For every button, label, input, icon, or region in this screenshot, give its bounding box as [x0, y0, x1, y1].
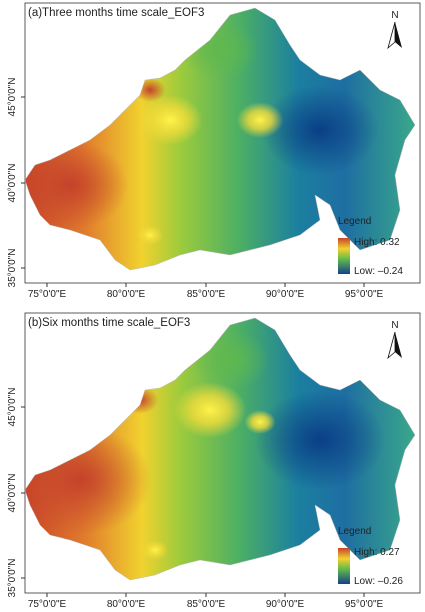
legend-low: Low: –0.24	[354, 266, 403, 277]
y-tick-label: 45°0'0"N	[7, 388, 18, 427]
region-outline	[24, 317, 416, 581]
x-tick-label: 95°0'0"E	[345, 599, 384, 610]
shade	[255, 390, 385, 490]
y-tick-label: 40°0'0"N	[7, 164, 18, 203]
x-tick-label: 75°0'0"E	[28, 599, 67, 610]
legend-low: Low: –0.26	[354, 576, 403, 587]
x-tick-label: 80°0'0"E	[107, 599, 146, 610]
x-tick-label: 80°0'0"E	[107, 289, 146, 300]
x-tick-label: 90°0'0"E	[266, 599, 305, 610]
x-tick-label: 90°0'0"E	[266, 289, 305, 300]
y-tick-label: 35°0'0"N	[7, 559, 18, 598]
shade	[173, 382, 247, 438]
y-tick-label: 35°0'0"N	[7, 249, 18, 288]
map-panel: (b)Six months time scale_EOF3 N Legend High…	[7, 312, 421, 610]
y-tick-label: 40°0'0"N	[7, 474, 18, 513]
north-label: N	[391, 10, 398, 21]
north-arrow	[387, 331, 396, 360]
north-arrow	[395, 22, 402, 48]
x-tick-label: 85°0'0"E	[187, 599, 226, 610]
shade	[236, 102, 284, 138]
legend-title: Legend	[338, 216, 371, 227]
panel-title: (a)Three months time scale_EOF3	[28, 7, 204, 19]
y-tick-label: 45°0'0"N	[7, 78, 18, 117]
shade	[142, 540, 168, 560]
north-arrow	[387, 21, 396, 50]
shade	[137, 225, 163, 245]
north-label: N	[391, 320, 398, 331]
legend-title: Legend	[338, 526, 371, 537]
x-tick-label: 95°0'0"E	[345, 289, 384, 300]
legend-high: High: 0.27	[354, 547, 400, 558]
map-panel: (a)Three months time scale_EOF3 N Legend Hi…	[7, 2, 421, 300]
north-arrow	[395, 332, 402, 358]
shade	[261, 85, 379, 175]
x-tick-label: 75°0'0"E	[28, 289, 67, 300]
panel-title: (b)Six months time scale_EOF3	[28, 317, 190, 329]
legend-colorbar	[338, 238, 350, 274]
x-tick-label: 85°0'0"E	[187, 289, 226, 300]
shade	[137, 95, 203, 145]
region-outline	[24, 7, 416, 271]
legend-colorbar	[338, 548, 350, 584]
legend-high: High: 0.32	[354, 237, 400, 248]
shade	[244, 410, 276, 434]
